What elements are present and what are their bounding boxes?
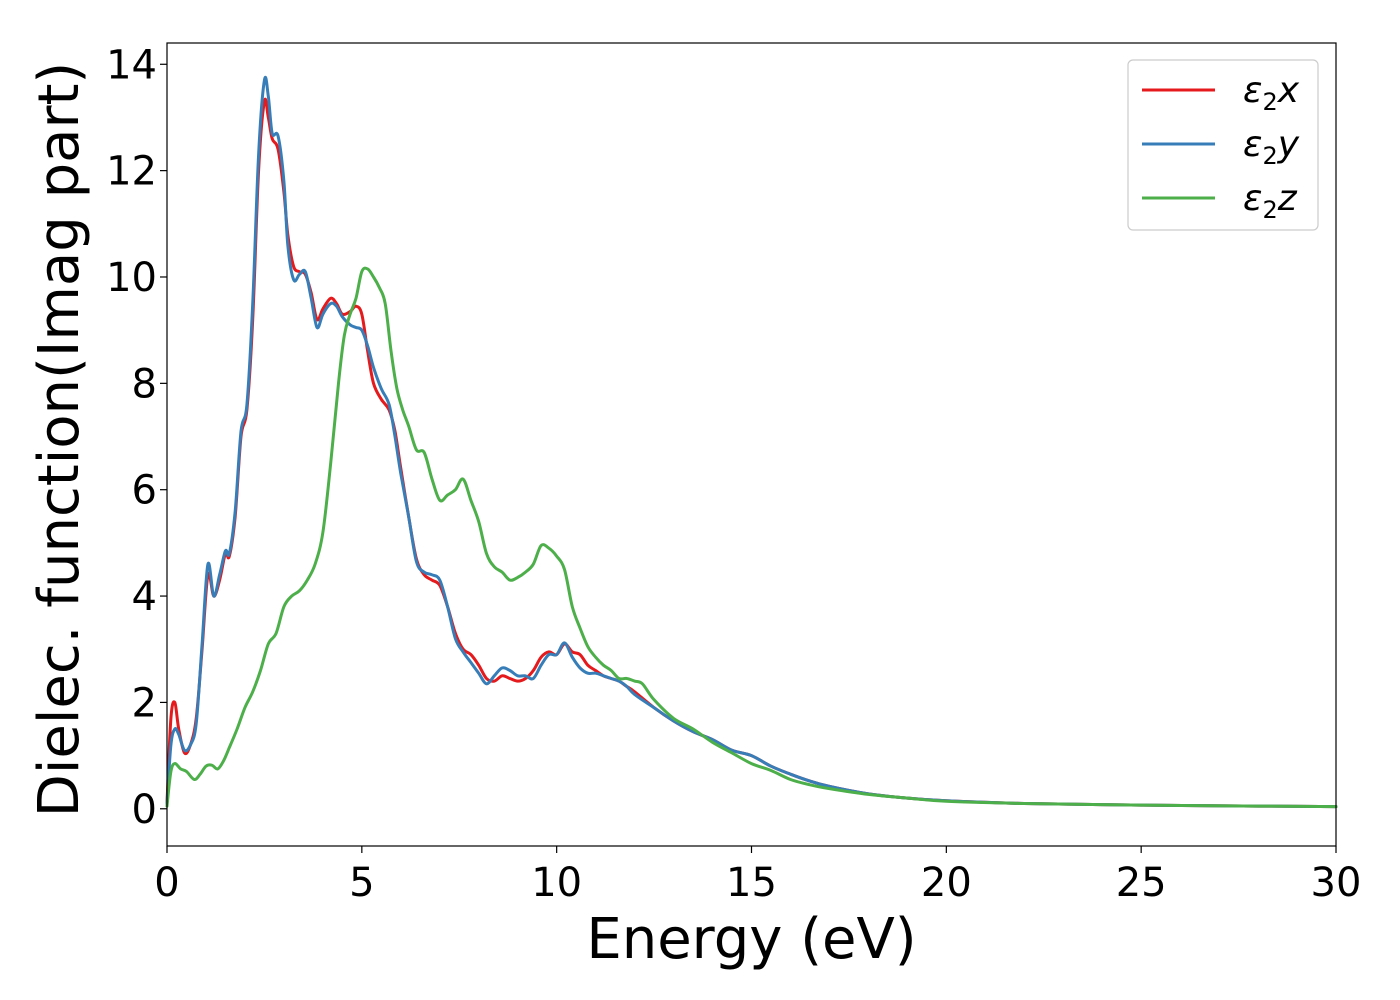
y-tick-label: 0 bbox=[132, 787, 157, 833]
legend-box bbox=[1127, 59, 1319, 231]
y-axis-title: Dielec. function(Imag part) bbox=[27, 62, 92, 818]
x-tick-label: 20 bbox=[921, 860, 972, 906]
y-tick-label: 14 bbox=[106, 42, 157, 88]
x-axis: 0 5 10 15 20 25 30 bbox=[154, 846, 1361, 906]
legend-label-y: ε2y bbox=[1243, 124, 1300, 170]
series-line-y bbox=[165, 75, 1338, 809]
y-tick-label: 6 bbox=[132, 468, 157, 514]
legend-label-z: ε2z bbox=[1243, 178, 1298, 224]
legend: ε2x ε2y ε2z bbox=[1127, 59, 1319, 231]
x-tick-label: 30 bbox=[1311, 860, 1362, 906]
series-layer bbox=[165, 75, 1338, 809]
x-axis-title: Energy (eV) bbox=[586, 907, 916, 972]
x-tick-label: 10 bbox=[531, 860, 582, 906]
y-axis: 0 2 4 6 8 10 12 14 bbox=[106, 42, 167, 833]
x-tick-label: 0 bbox=[154, 860, 179, 906]
x-tick-label: 25 bbox=[1116, 860, 1167, 906]
legend-label-x: ε2x bbox=[1243, 70, 1300, 116]
y-tick-label: 2 bbox=[132, 680, 157, 726]
series-line-z bbox=[165, 266, 1338, 809]
y-tick-label: 10 bbox=[106, 255, 157, 301]
x-tick-label: 15 bbox=[726, 860, 777, 906]
y-tick-label: 4 bbox=[132, 574, 157, 620]
y-tick-label: 8 bbox=[132, 361, 157, 407]
x-tick-label: 5 bbox=[349, 860, 374, 906]
y-tick-label: 12 bbox=[106, 149, 157, 195]
